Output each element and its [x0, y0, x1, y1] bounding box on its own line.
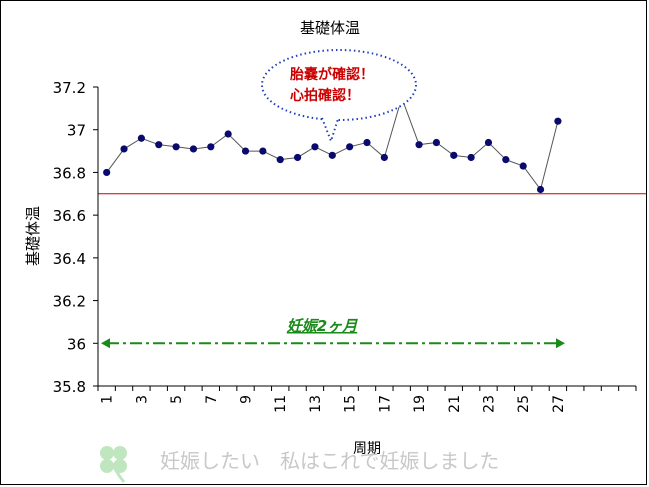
x-tick-label: 15 — [343, 395, 359, 413]
data-point — [363, 138, 371, 147]
period-arrow-right-head — [556, 338, 565, 349]
data-point — [432, 138, 441, 147]
x-tick-label: 5 — [169, 395, 185, 404]
x-tick-label: 19 — [412, 395, 428, 413]
callout-bubble — [261, 49, 417, 121]
y-tick-label: 36 — [67, 335, 86, 353]
data-point — [536, 185, 545, 194]
x-tick-label: 23 — [481, 395, 497, 413]
y-tick-label: 37 — [67, 122, 86, 140]
data-point — [502, 156, 510, 164]
watermark: 妊娠したい 私はこれで妊娠しました — [100, 446, 499, 483]
data-point — [207, 143, 215, 151]
data-point — [450, 151, 458, 159]
data-point — [519, 162, 527, 170]
y-tick-label: 36.6 — [53, 207, 86, 225]
data-point — [554, 117, 562, 125]
chart-title: 基礎体温 — [300, 19, 360, 37]
x-tick-label: 17 — [377, 395, 393, 413]
data-point — [241, 147, 250, 155]
data-point — [328, 151, 336, 159]
x-tick-label: 13 — [308, 395, 324, 413]
data-point — [346, 143, 354, 151]
x-tick-label: 25 — [516, 395, 532, 413]
y-tick-label: 36.2 — [53, 293, 86, 311]
data-point — [189, 145, 198, 153]
x-tick-label: 11 — [273, 395, 289, 413]
x-tick-label: 9 — [239, 395, 255, 404]
clover-icon — [100, 446, 127, 483]
data-point — [172, 143, 180, 151]
y-tick-label: 35.8 — [53, 378, 86, 396]
period-arrow-left-head — [101, 338, 110, 349]
callout-text-line: 胎嚢が確認！ — [290, 66, 374, 83]
data-point — [259, 147, 267, 155]
data-point — [311, 143, 319, 151]
x-tick-label: 21 — [447, 395, 463, 413]
y-tick-label: 36.4 — [53, 250, 86, 268]
data-point — [120, 145, 128, 153]
x-axis-title: 周期 — [353, 441, 381, 457]
data-point — [293, 153, 302, 162]
period-label: 妊娠2ヶ月 — [287, 317, 358, 335]
y-axis-title: 基礎体温 — [24, 206, 42, 266]
data-point — [103, 168, 111, 177]
data-point — [467, 153, 475, 162]
data-point — [484, 138, 493, 147]
watermark-text: 妊娠したい 私はこれで妊娠しました — [160, 449, 499, 473]
callout-text-line: 心拍確認！ — [290, 87, 360, 104]
x-tick-label: 7 — [204, 395, 220, 404]
data-point — [276, 156, 284, 164]
callout-pointer — [321, 117, 339, 144]
y-tick-label: 36.8 — [53, 164, 86, 182]
y-tick-label: 37.2 — [53, 79, 86, 97]
data-point — [380, 153, 388, 162]
data-point — [224, 130, 232, 138]
x-tick-label: 27 — [551, 395, 567, 413]
data-point — [155, 141, 163, 149]
x-tick-label: 3 — [134, 395, 150, 404]
data-point — [415, 141, 423, 149]
data-point — [137, 134, 145, 142]
x-tick-label: 1 — [100, 395, 116, 404]
